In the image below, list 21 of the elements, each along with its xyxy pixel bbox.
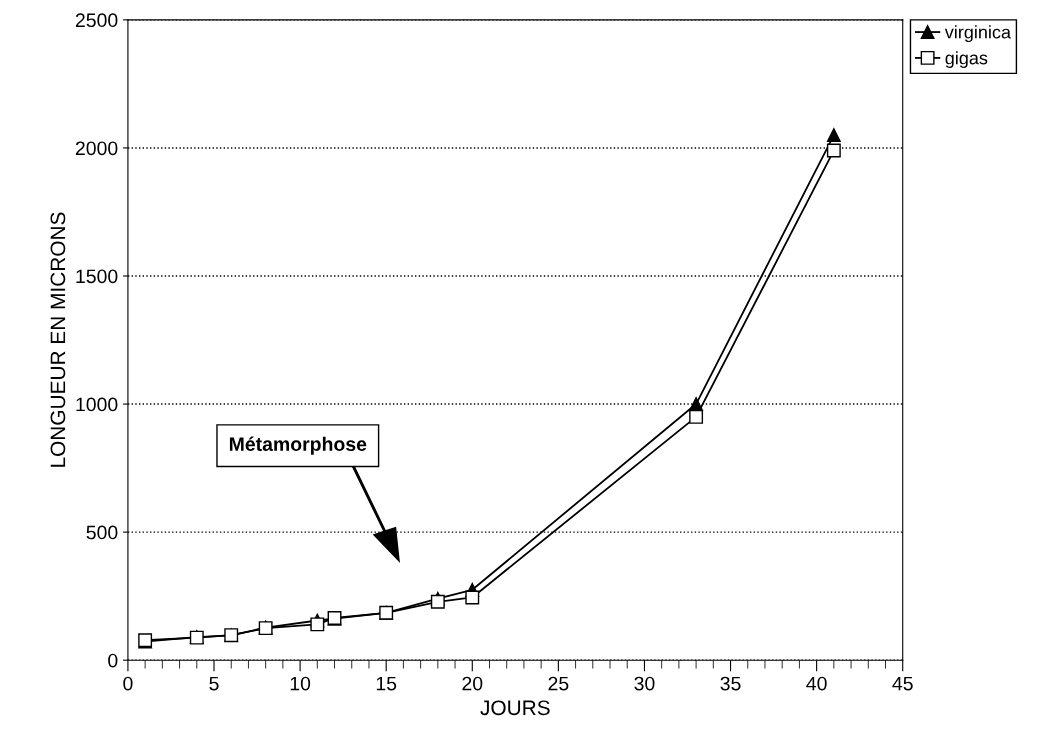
x-tick-label: 30 — [634, 676, 655, 691]
x-tick-label: 40 — [806, 676, 827, 691]
y-axis-title: LONGUEUR EN MICRONS — [50, 212, 66, 467]
x-tick-label: 15 — [376, 676, 397, 691]
legend-label: gigas — [945, 51, 988, 68]
y-tick-label: 0 — [108, 653, 118, 668]
y-tick-label: 2500 — [75, 13, 118, 28]
x-tick-label: 20 — [462, 676, 483, 691]
x-tick-label: 0 — [123, 676, 133, 691]
x-tick-label: 5 — [209, 676, 219, 691]
annotation: Métamorphose — [229, 436, 367, 455]
x-tick-label: 10 — [290, 676, 311, 691]
x-tick-label: 25 — [548, 676, 569, 691]
x-tick-label: 45 — [892, 676, 913, 691]
y-tick-label: 2000 — [75, 141, 118, 156]
y-tick-label: 1000 — [76, 397, 118, 412]
y-tick-label: 1500 — [76, 269, 118, 284]
y-tick-label: 500 — [86, 525, 118, 540]
x-axis-title: JOURS — [480, 700, 550, 716]
x-tick-label: 35 — [720, 676, 741, 691]
legend-label: virginica — [944, 25, 1011, 43]
